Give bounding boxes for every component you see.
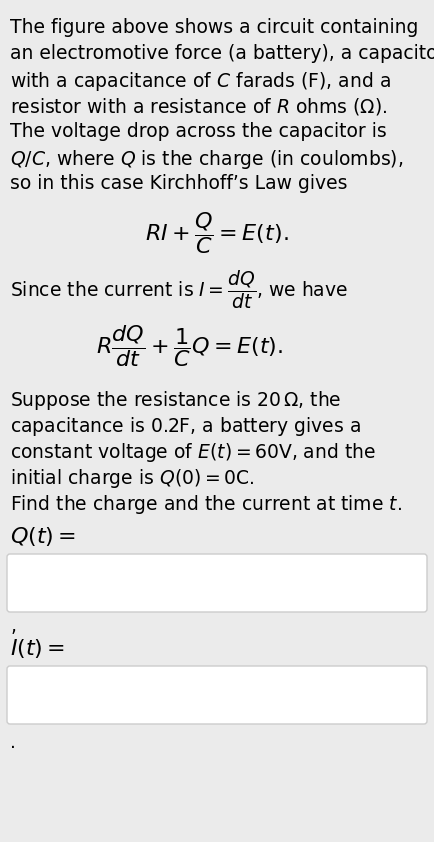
Text: an electromotive force (a battery), a capacitor: an electromotive force (a battery), a ca… <box>10 44 434 63</box>
Text: capacitance is $0.2\mathrm{F}$, a battery gives a: capacitance is $0.2\mathrm{F}$, a batter… <box>10 415 361 438</box>
Text: $I(t) =$: $I(t) =$ <box>10 637 65 660</box>
Text: Find the charge and the current at time $t$.: Find the charge and the current at time … <box>10 493 402 516</box>
Text: initial charge is $Q(0) = 0\mathrm{C}$.: initial charge is $Q(0) = 0\mathrm{C}$. <box>10 467 254 490</box>
Text: $RI + \dfrac{Q}{C} = E(t).$: $RI + \dfrac{Q}{C} = E(t).$ <box>145 210 289 256</box>
Text: $\mathit{Q/C}$, where $\mathit{Q}$ is the charge (in coulombs),: $\mathit{Q/C}$, where $\mathit{Q}$ is th… <box>10 148 403 171</box>
Text: The voltage drop across the capacitor is: The voltage drop across the capacitor is <box>10 122 387 141</box>
Text: Suppose the resistance is $20\,\Omega$, the: Suppose the resistance is $20\,\Omega$, … <box>10 389 342 412</box>
Text: $R\dfrac{dQ}{dt} + \dfrac{1}{C}Q = E(t).$: $R\dfrac{dQ}{dt} + \dfrac{1}{C}Q = E(t).… <box>96 323 283 369</box>
FancyBboxPatch shape <box>7 666 427 724</box>
Text: The figure above shows a circuit containing: The figure above shows a circuit contain… <box>10 18 418 37</box>
Text: with a capacitance of $\mathit{C}$ farads (F), and a: with a capacitance of $\mathit{C}$ farad… <box>10 70 391 93</box>
Text: $Q(t) =$: $Q(t) =$ <box>10 525 76 548</box>
Text: Since the current is $I = \dfrac{dQ}{dt}$, we have: Since the current is $I = \dfrac{dQ}{dt}… <box>10 268 348 311</box>
Text: .: . <box>10 733 16 752</box>
Text: so in this case Kirchhoff’s Law gives: so in this case Kirchhoff’s Law gives <box>10 174 348 193</box>
Text: constant voltage of $E(t) = 60\mathrm{V}$, and the: constant voltage of $E(t) = 60\mathrm{V}… <box>10 441 376 464</box>
FancyBboxPatch shape <box>7 554 427 612</box>
Text: resistor with a resistance of $\mathit{R}$ ohms $(\Omega)$.: resistor with a resistance of $\mathit{R… <box>10 96 388 117</box>
Text: ,: , <box>10 617 16 636</box>
